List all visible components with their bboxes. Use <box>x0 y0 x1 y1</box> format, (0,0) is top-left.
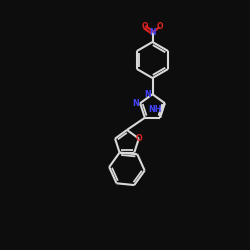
Text: N: N <box>144 90 152 99</box>
Text: N: N <box>149 28 156 37</box>
Text: O: O <box>136 134 142 143</box>
Text: NH: NH <box>149 106 162 114</box>
Text: N: N <box>132 99 139 108</box>
Text: O: O <box>141 22 148 32</box>
Text: O: O <box>156 22 163 32</box>
